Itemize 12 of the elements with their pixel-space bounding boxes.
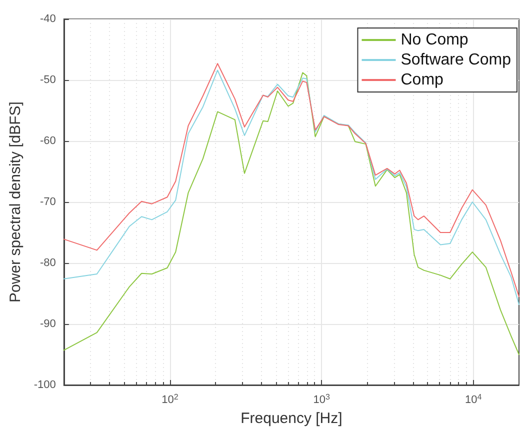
y-tick-label: -80 <box>40 257 56 269</box>
y-tick-label: -40 <box>40 13 56 25</box>
y-tick-label: -90 <box>40 318 56 330</box>
legend-label: Comp <box>400 72 444 88</box>
y-tick-label: -50 <box>40 74 56 86</box>
x-axis-title: Frequency [Hz] <box>240 410 342 427</box>
y-axis-title: Power spectral density [dBFS] <box>7 102 24 302</box>
legend-label: No Comp <box>400 32 468 48</box>
y-tick-label: -70 <box>40 196 56 208</box>
legend-label: Software Comp <box>400 52 512 68</box>
y-tick-label: -100 <box>34 379 56 391</box>
y-tick-label: -60 <box>40 135 56 147</box>
